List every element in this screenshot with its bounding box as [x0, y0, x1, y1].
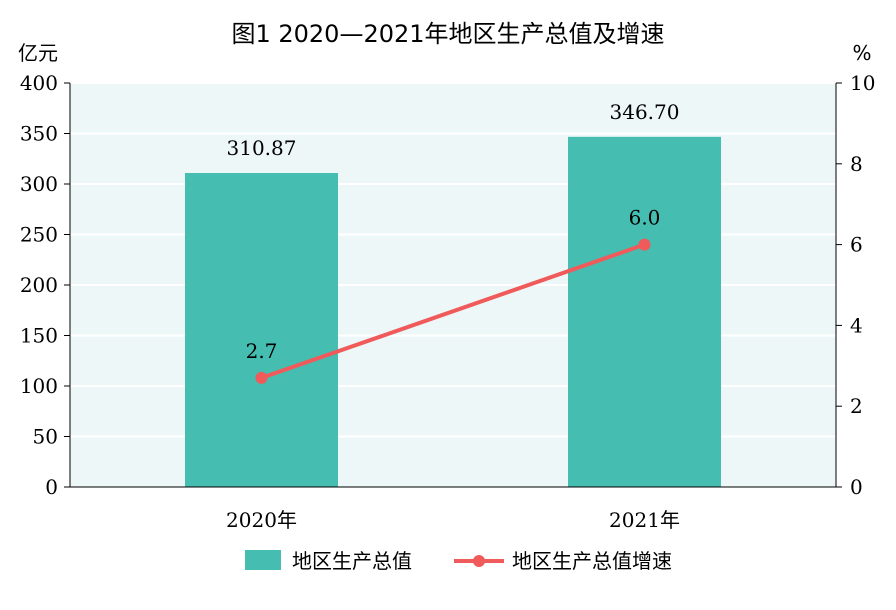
axes: 0 50 100 150 200 250 300 350 400 0 2 4 6 8 10 2020年 2021…	[20, 71, 876, 532]
line-path	[260, 242, 646, 380]
line-point	[255, 371, 268, 384]
left-tick-label: 300	[20, 172, 58, 196]
x-tick-label: 2020年	[226, 508, 297, 532]
left-tick-label: 350	[20, 122, 58, 146]
bar	[568, 136, 721, 487]
right-tick-label: 2	[850, 394, 863, 418]
left-tick-label: 50	[33, 425, 58, 449]
bar-data-label: 346.70	[610, 100, 680, 124]
left-axis-unit: 亿元	[18, 41, 58, 65]
data-labels: 310.87 346.70 2.7 6.0	[227, 100, 680, 363]
legend: 地区生产总值 地区生产总值增速	[245, 549, 672, 573]
chart-title: 图1 2020—2021年地区生产总值及增速	[231, 20, 664, 48]
right-tick-label: 0	[850, 475, 863, 499]
left-tick-label: 100	[20, 374, 58, 398]
legend-label-bar: 地区生产总值	[292, 549, 412, 573]
right-axis-unit: %	[852, 41, 871, 65]
legend-label-line: 地区生产总值增速	[512, 549, 672, 573]
line-data-label: 2.7	[246, 339, 278, 363]
bar-series	[185, 136, 721, 487]
right-tick-label: 8	[850, 152, 863, 176]
bar-data-label: 310.87	[227, 136, 297, 160]
x-tick-label: 2021年	[609, 508, 680, 532]
right-tick-label: 4	[850, 313, 863, 337]
legend-swatch-marker	[473, 555, 485, 567]
line-data-label: 6.0	[629, 206, 661, 230]
bar	[185, 173, 338, 487]
line-series	[255, 238, 651, 384]
right-tick-label: 6	[850, 233, 863, 257]
left-tick-label: 250	[20, 223, 58, 247]
left-tick-label: 400	[20, 71, 58, 95]
left-tick-label: 0	[45, 475, 58, 499]
right-tick-label: 10	[850, 71, 875, 95]
line-point	[638, 238, 651, 251]
legend-swatch-bar	[245, 550, 281, 570]
left-tick-label: 200	[20, 273, 58, 297]
left-tick-label: 150	[20, 324, 58, 348]
